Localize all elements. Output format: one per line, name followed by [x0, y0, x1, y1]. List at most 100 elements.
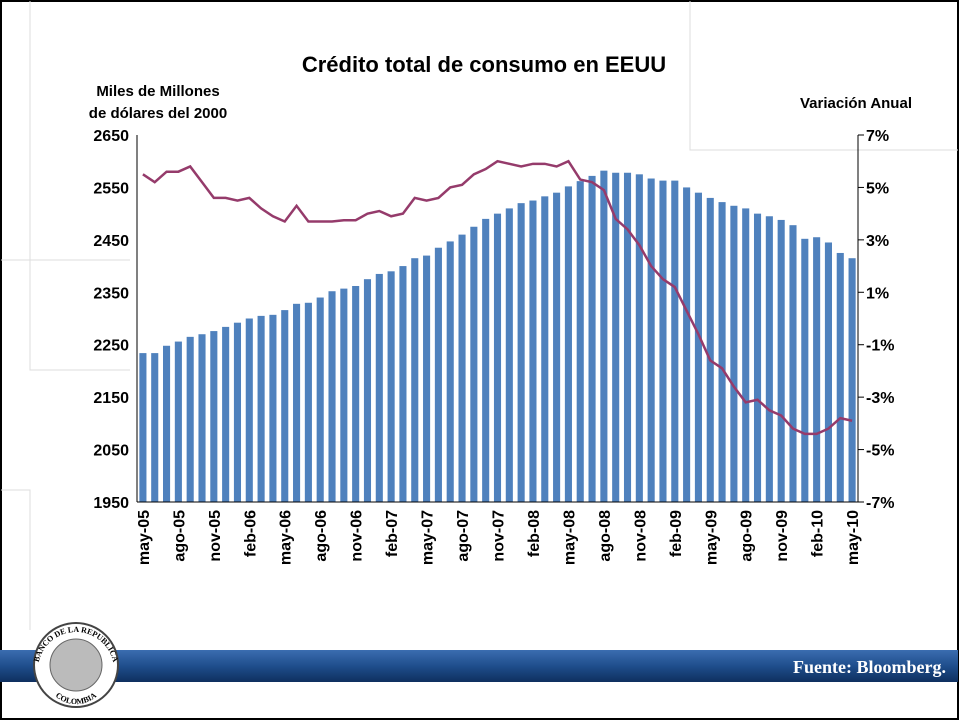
bar: [316, 297, 324, 502]
x-tick-label: may-05: [136, 510, 153, 565]
y2-tick-label: 5%: [866, 180, 889, 197]
x-tick-label: may-07: [420, 510, 437, 565]
y-tick-label: 2150: [93, 390, 129, 407]
bar: [777, 219, 785, 503]
bar: [505, 208, 513, 502]
bar: [706, 197, 714, 502]
bar: [529, 200, 537, 503]
bar: [635, 174, 643, 503]
bar: [210, 331, 218, 502]
logo: BANCO DE LA REPUBLICA COLOMBIA: [32, 622, 120, 708]
bar: [423, 255, 431, 502]
bar: [399, 266, 407, 502]
chart-title: Crédito total de consumo en EEUU: [302, 52, 666, 77]
bar: [564, 186, 572, 502]
x-tick-label: feb-06: [242, 510, 259, 557]
bar: [139, 353, 147, 502]
bar: [588, 175, 596, 502]
bar: [623, 172, 632, 502]
bar: [517, 203, 525, 502]
bar: [753, 213, 762, 502]
bar: [694, 192, 702, 502]
bar: [848, 258, 856, 502]
bar: [151, 353, 159, 502]
bar: [765, 216, 773, 502]
bar: [245, 318, 253, 502]
bar: [233, 322, 242, 502]
bar: [269, 314, 277, 502]
x-tick-label: feb-09: [668, 510, 685, 557]
bar: [742, 208, 750, 502]
bar: [789, 225, 797, 503]
x-tick-label: nov-08: [632, 510, 649, 562]
y-axis-title: Miles de Millones: [96, 83, 219, 100]
bar: [198, 334, 206, 502]
bar: [222, 326, 230, 502]
bar: [836, 252, 844, 502]
bar: [186, 336, 194, 502]
y2-tick-label: 3%: [866, 233, 889, 250]
x-tick-label: feb-07: [384, 510, 401, 557]
x-tick-label: nov-06: [349, 510, 366, 562]
bar: [600, 170, 608, 502]
bar: [375, 273, 383, 502]
bar: [824, 242, 832, 502]
bar: [612, 172, 620, 502]
y2-tick-label: 1%: [866, 285, 889, 302]
x-tick-label: ago-07: [455, 510, 472, 562]
y2-tick-label: -3%: [866, 390, 894, 407]
bar: [434, 247, 442, 502]
x-tick-label: nov-05: [207, 510, 224, 562]
bar: [387, 271, 395, 502]
footer-band: [0, 650, 958, 682]
bar: [257, 315, 265, 502]
x-tick-label: ago-05: [171, 510, 188, 562]
bar: [493, 213, 502, 502]
y2-tick-label: -5%: [866, 443, 894, 460]
bar: [281, 310, 289, 502]
bar: [647, 178, 655, 502]
bar: [576, 181, 584, 502]
bar: [340, 288, 348, 502]
y-axis-title: de dólares del 2000: [89, 105, 227, 122]
x-tick-label: ago-08: [597, 510, 614, 562]
bar: [470, 226, 478, 502]
bar: [541, 196, 549, 502]
y-tick-label: 2350: [93, 285, 129, 302]
bar: [553, 192, 561, 502]
bar: [730, 205, 738, 502]
y-tick-label: 1950: [93, 495, 129, 512]
bar: [718, 202, 726, 502]
line-series: [142, 159, 853, 436]
y2-tick-label: 7%: [866, 128, 889, 145]
x-tick-label: feb-08: [526, 510, 543, 557]
bar: [458, 234, 466, 502]
x-tick-label: feb-10: [810, 510, 827, 557]
bar: [352, 285, 360, 502]
y-tick-label: 2450: [93, 233, 129, 250]
x-tick-label: ago-06: [313, 510, 330, 562]
y-tick-label: 2050: [93, 443, 129, 460]
source: Fuente: Bloomberg.: [793, 657, 946, 677]
bar: [411, 258, 419, 502]
bar: [304, 302, 312, 502]
x-tick-label: nov-09: [774, 510, 791, 562]
x-tick-label: may-09: [703, 510, 720, 565]
bar: [293, 303, 301, 502]
bar: [163, 345, 171, 502]
x-tick-label: may-06: [278, 510, 295, 565]
y-tick-label: 2650: [93, 128, 129, 145]
bar: [801, 238, 809, 502]
x-tick-label: ago-09: [739, 510, 756, 562]
bar: [328, 291, 336, 502]
bar: [659, 180, 667, 502]
x-tick-label: may-08: [561, 510, 578, 565]
bar: [683, 187, 691, 502]
bar: [813, 237, 821, 502]
bar: [671, 180, 679, 502]
bar: [482, 218, 490, 502]
y-tick-label: 2550: [93, 180, 129, 197]
y-tick-label: 2250: [93, 338, 129, 355]
